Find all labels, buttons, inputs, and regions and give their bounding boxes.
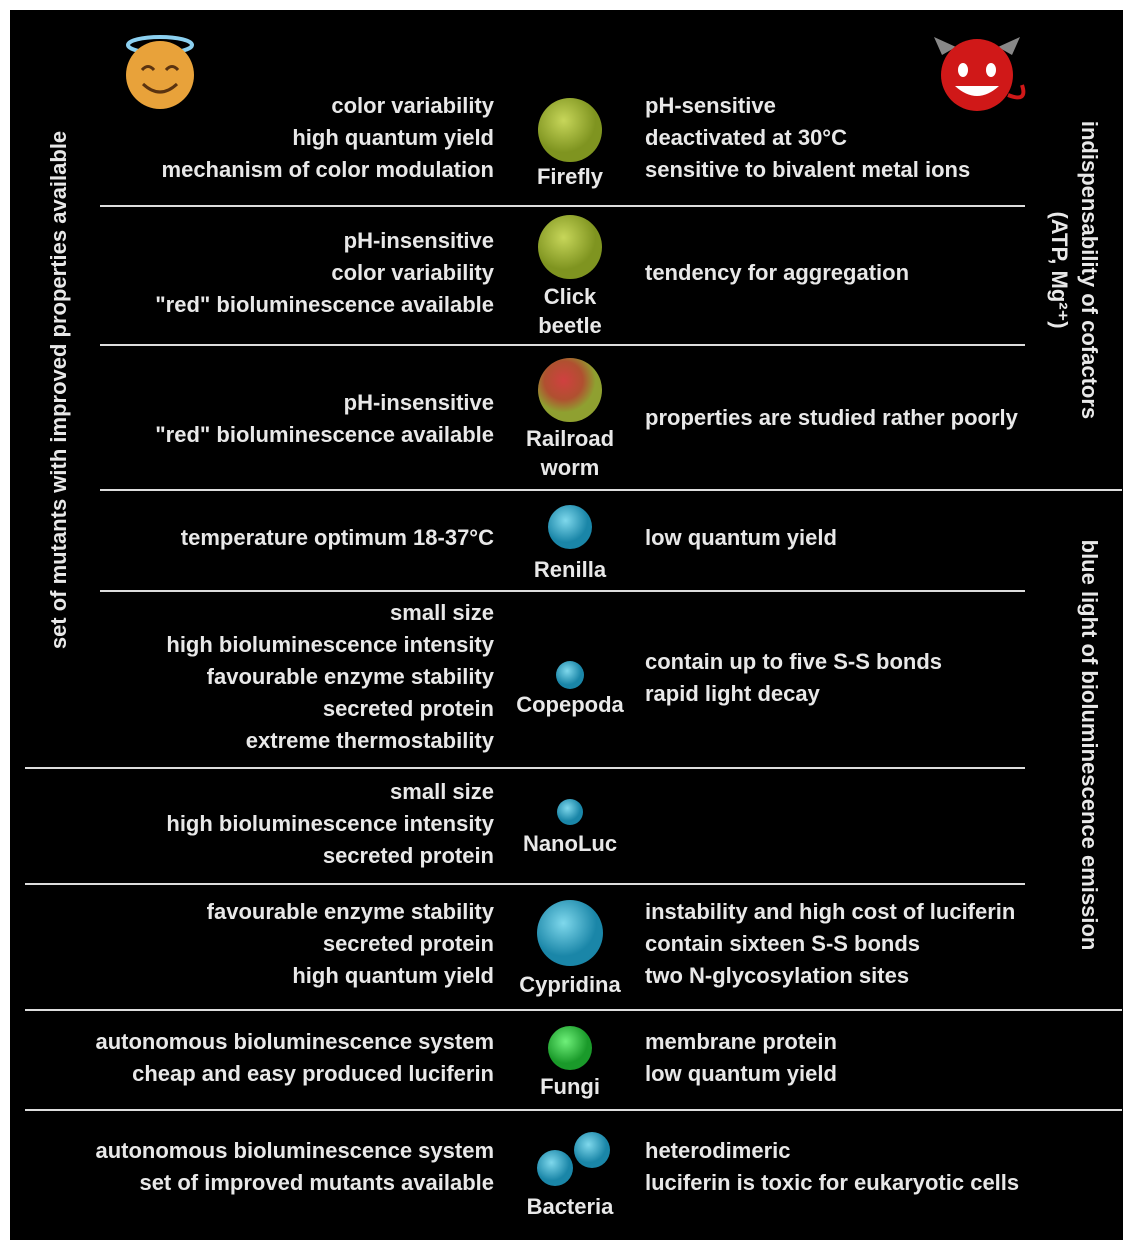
- advantage: small size: [390, 600, 494, 625]
- disadvantage: tendency for aggregation: [645, 260, 909, 285]
- organism-icon: [548, 1026, 592, 1070]
- advantage: cheap and easy produced luciferin: [132, 1061, 494, 1086]
- advantage: autonomous bioluminescence system: [95, 1029, 494, 1054]
- disadvantage: low quantum yield: [645, 525, 837, 550]
- disadvantage: rapid light decay: [645, 681, 821, 706]
- advantage: favourable enzyme stability: [207, 899, 495, 924]
- advantage: secreted protein: [323, 931, 494, 956]
- organism-icon: [574, 1132, 610, 1168]
- separators: [25, 205, 1122, 1111]
- side-label: indispensability of cofactors: [1077, 121, 1102, 419]
- organism-name: Click: [544, 284, 597, 309]
- organism-name: beetle: [538, 313, 602, 338]
- advantage: autonomous bioluminescence system: [95, 1138, 494, 1163]
- advantage: high quantum yield: [292, 125, 494, 150]
- disadvantage: deactivated at 30°C: [645, 125, 847, 150]
- organism-name: Copepoda: [516, 692, 624, 717]
- disadvantage: heterodimeric: [645, 1138, 791, 1163]
- disadvantage: luciferin is toxic for eukaryotic cells: [645, 1170, 1019, 1195]
- advantage: mechanism of color modulation: [162, 157, 494, 182]
- organism-name: Bacteria: [527, 1194, 615, 1219]
- advantage: high bioluminescence intensity: [166, 811, 494, 836]
- organism-icon: [538, 358, 602, 422]
- disadvantage: contain sixteen S-S bonds: [645, 931, 920, 956]
- side-label: blue light of bioluminescence emission: [1077, 540, 1102, 951]
- disadvantage: pH-sensitive: [645, 93, 776, 118]
- side-label: set of mutants with improved properties …: [46, 131, 71, 649]
- disadvantage: properties are studied rather poorly: [645, 405, 1019, 430]
- disadvantage: contain up to five S-S bonds: [645, 649, 942, 674]
- organism-name: Fungi: [540, 1074, 600, 1099]
- advantage: color variability: [331, 93, 494, 118]
- advantage: high quantum yield: [292, 963, 494, 988]
- organism-icon: [548, 505, 592, 549]
- organism-icon: [556, 661, 584, 689]
- organism-icon: [537, 900, 603, 966]
- advantage: "red" bioluminescence available: [155, 292, 494, 317]
- advantage: "red" bioluminescence available: [155, 422, 494, 447]
- organism-name: NanoLuc: [523, 831, 617, 856]
- advantage: pH-insensitive: [344, 228, 494, 253]
- disadvantage: membrane protein: [645, 1029, 837, 1054]
- advantage: secreted protein: [323, 843, 494, 868]
- organism-name: worm: [540, 455, 600, 480]
- disadvantage: two N-glycosylation sites: [645, 963, 909, 988]
- organism-name: Railroad: [526, 426, 614, 451]
- organism-icon: [537, 1150, 573, 1186]
- side-label: (ATP, Mg²⁺): [1047, 211, 1072, 328]
- organism-icon: [557, 799, 583, 825]
- advantage: temperature optimum 18-37°C: [181, 525, 494, 550]
- organism-name: Firefly: [537, 164, 604, 189]
- disadvantage: instability and high cost of luciferin: [645, 899, 1015, 924]
- disadvantage: low quantum yield: [645, 1061, 837, 1086]
- organism-icon: [538, 215, 602, 279]
- organism-name: Cypridina: [519, 972, 621, 997]
- advantage: color variability: [331, 260, 494, 285]
- advantage: pH-insensitive: [344, 390, 494, 415]
- advantage: secreted protein: [323, 696, 494, 721]
- advantage: small size: [390, 779, 494, 804]
- advantage: extreme thermostability: [246, 728, 495, 753]
- disadvantage: sensitive to bivalent metal ions: [645, 157, 970, 182]
- devil-icon: [934, 37, 1026, 111]
- angel-icon: [126, 35, 194, 109]
- organism-name: Renilla: [534, 557, 607, 582]
- advantage: high bioluminescence intensity: [166, 632, 494, 657]
- advantage: favourable enzyme stability: [207, 664, 495, 689]
- advantage: set of improved mutants available: [139, 1170, 494, 1195]
- organism-icon: [538, 98, 602, 162]
